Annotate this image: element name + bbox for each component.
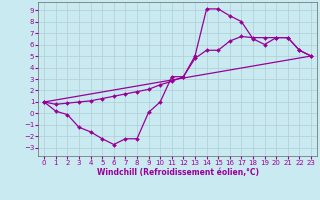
X-axis label: Windchill (Refroidissement éolien,°C): Windchill (Refroidissement éolien,°C) [97,168,259,177]
